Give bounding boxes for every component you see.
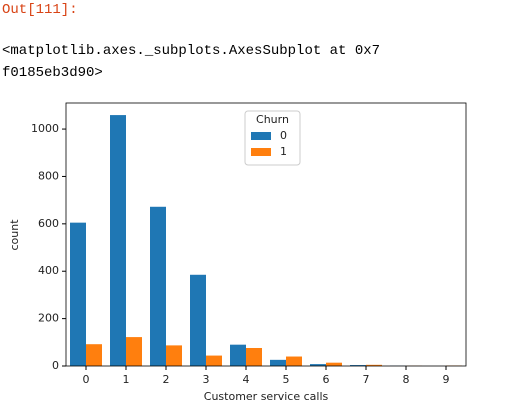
legend: Churn 0 1 [244, 110, 301, 166]
x-axis-label: Customer service calls [204, 390, 329, 403]
bar [126, 337, 142, 366]
x-tick-label: 1 [123, 373, 130, 386]
bar [86, 344, 102, 366]
y-axis-label: count [8, 219, 21, 251]
bar [350, 365, 366, 366]
legend-label: 1 [280, 145, 287, 158]
y-tick-label: 1000 [31, 122, 59, 135]
axes-frame [65, 102, 467, 367]
bar [246, 347, 262, 366]
legend-label: 0 [280, 129, 287, 142]
bar [110, 115, 126, 366]
legend-swatch [251, 148, 271, 156]
x-tick-label: 3 [203, 373, 210, 386]
bar [150, 206, 166, 366]
x-tick-label: 2 [163, 373, 170, 386]
x-tick-label: 4 [243, 373, 250, 386]
y-tick-label: 400 [38, 264, 59, 277]
bar [166, 345, 182, 366]
y-tick-label: 200 [38, 312, 59, 325]
x-tick-label: 9 [443, 373, 450, 386]
output-text: <matplotlib.axes._subplots.AxesSubplot a… [2, 40, 380, 84]
bar [270, 359, 286, 366]
bar [230, 344, 246, 366]
y-tick-label: 600 [38, 217, 59, 230]
x-tick-label: 8 [403, 373, 410, 386]
output-prompt: Out[111]: [2, 2, 78, 18]
bar [326, 362, 342, 366]
y-tick-label: 0 [52, 359, 59, 372]
legend-title: Churn [256, 113, 289, 126]
bar [366, 364, 382, 366]
output-line: f0185eb3d90> [2, 65, 103, 81]
y-tick-label: 800 [38, 169, 59, 182]
bar [310, 364, 326, 366]
bar [286, 356, 302, 366]
x-tick-label: 7 [363, 373, 370, 386]
output-line: <matplotlib.axes._subplots.AxesSubplot a… [2, 43, 381, 59]
x-tick-label: 0 [83, 373, 90, 386]
bar [70, 222, 86, 366]
bar [206, 355, 222, 366]
bar [190, 274, 206, 366]
legend-swatch [251, 132, 271, 140]
x-tick-label: 6 [323, 373, 330, 386]
x-tick-label: 5 [283, 373, 290, 386]
